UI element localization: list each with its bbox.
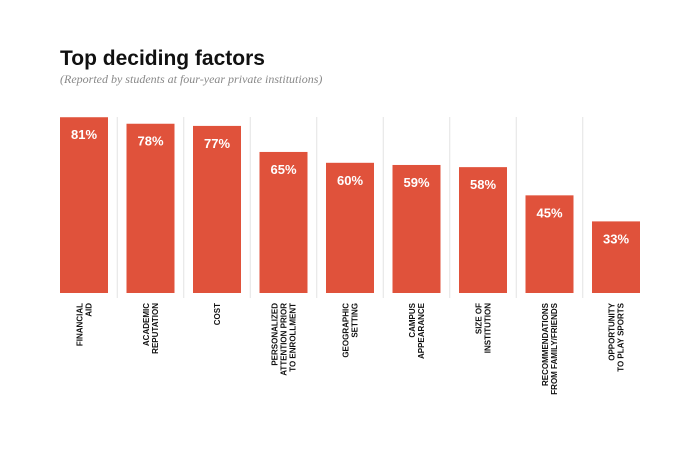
value-label: 81% (71, 127, 97, 142)
bar (193, 125, 241, 293)
bar (126, 123, 175, 294)
chart-title: Top deciding factors (60, 47, 265, 70)
x-tick-label: OPPORTUNITYTO PLAY SPORTS (608, 302, 626, 371)
bar (592, 221, 640, 293)
x-tick-label: PERSONALIZEDATTENTION PRIORTO ENROLLMENT (271, 303, 298, 376)
value-label: 59% (403, 175, 429, 190)
value-label: 60% (337, 173, 363, 188)
value-label: 45% (536, 205, 562, 220)
x-tick-label: RECOMMENDATIONSFROM FAMILY/FRIENDS (541, 302, 559, 394)
x-tick-label: ACADEMICREPUTATION (142, 303, 160, 354)
value-label: 77% (204, 136, 230, 151)
bar (259, 151, 308, 293)
value-label: 65% (270, 162, 296, 177)
bar (60, 117, 108, 293)
x-tick-label: FINANCIALAID (76, 303, 94, 346)
bar (459, 167, 507, 293)
bar (392, 164, 441, 293)
x-tick-label: CAMPUSAPPEARANCE (408, 302, 426, 359)
x-tick-label: GEOGRAPHICSETTING (342, 303, 360, 358)
value-label: 33% (603, 231, 629, 246)
x-tick-label: COST (213, 303, 222, 325)
bar (525, 195, 574, 293)
chart-subtitle: (Reported by students at four-year priva… (60, 72, 322, 86)
value-label: 78% (137, 134, 163, 149)
bar (326, 162, 374, 293)
value-label: 58% (470, 177, 496, 192)
x-tick-label: SIZE OFINSTITUTION (475, 303, 493, 353)
